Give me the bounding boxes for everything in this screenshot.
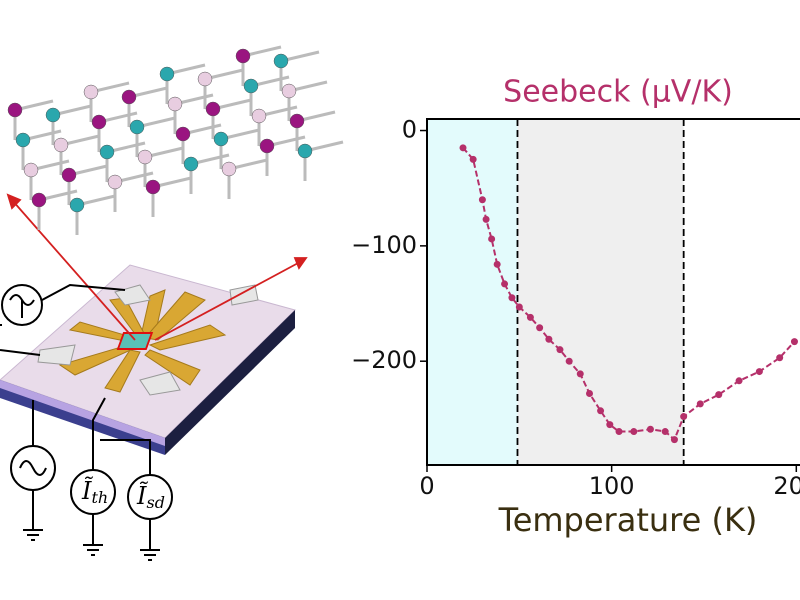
device-diagram: Ĩth Ĩsd: [0, 45, 344, 561]
atom: [159, 66, 175, 82]
label-main: Ĩ: [136, 481, 149, 510]
atom: [45, 107, 61, 123]
data-point: [680, 413, 688, 421]
crystal-lattice: [7, 45, 344, 235]
atom: [221, 161, 237, 177]
electrodes: [58, 289, 227, 393]
data-point: [545, 335, 553, 343]
data-point: [565, 357, 573, 365]
label-main: Ĩ: [81, 476, 94, 505]
data-point: [776, 354, 784, 362]
data-point: [755, 368, 763, 376]
data-point: [536, 324, 544, 332]
data-point: [735, 377, 743, 385]
data-point: [615, 428, 623, 436]
current-label: Ĩsd: [136, 481, 165, 512]
atom: [197, 71, 213, 87]
circuit: [0, 283, 173, 561]
data-point: [556, 346, 564, 354]
substrate-side: [165, 310, 295, 455]
y-tick-label: −100: [351, 231, 417, 259]
atom: [107, 174, 123, 190]
atom: [129, 119, 145, 135]
y-tick-label: −200: [351, 346, 417, 374]
atom: [61, 167, 77, 183]
atom: [69, 197, 85, 213]
sample: [116, 332, 154, 350]
zoom-arrows: [6, 193, 308, 341]
atom: [243, 78, 259, 94]
data-point: [501, 280, 509, 288]
atom: [281, 83, 297, 99]
data-point: [482, 215, 490, 223]
data-point: [478, 196, 486, 204]
data-point: [493, 260, 501, 268]
data-point: [597, 407, 605, 415]
atom: [31, 192, 47, 208]
data-point: [646, 425, 654, 433]
label-sub: th: [91, 488, 108, 507]
data-point: [488, 235, 496, 243]
atom: [7, 102, 23, 118]
chart-title: Seebeck (µV/K): [503, 75, 733, 110]
data-point: [630, 428, 638, 436]
atom: [91, 114, 107, 130]
data-point: [576, 370, 584, 378]
x-tick-label: 200: [773, 472, 800, 500]
atom: [297, 143, 313, 159]
data-point: [526, 313, 534, 321]
x-tick-label: 100: [589, 472, 635, 500]
atom: [15, 132, 31, 148]
atom: [53, 137, 69, 153]
atom: [259, 138, 275, 154]
atom: [183, 156, 199, 172]
data-point: [508, 294, 516, 302]
current-label: Ĩth: [81, 476, 108, 507]
atom: [145, 179, 161, 195]
label-sub: sd: [146, 493, 164, 512]
x-tick-label: 0: [419, 472, 434, 500]
data-point: [661, 428, 669, 436]
atom: [23, 162, 39, 178]
data-point: [515, 303, 523, 311]
data-point: [670, 436, 678, 444]
data-point: [606, 421, 614, 429]
atom: [99, 144, 115, 160]
substrate-layer: [0, 380, 165, 446]
data-point: [696, 400, 704, 408]
plot-frame: [426, 118, 800, 466]
chart: 0 −100 −200 0 100 200 Seebeck (µV/K) Temperatur…: [351, 75, 800, 539]
atom: [175, 126, 191, 142]
atom: [121, 89, 137, 105]
atom: [137, 149, 153, 165]
data-point: [715, 391, 723, 399]
data-line: [462, 147, 796, 442]
atom: [251, 108, 267, 124]
data-point: [469, 155, 477, 163]
atom: [205, 101, 221, 117]
data-point: [459, 144, 467, 152]
atom: [273, 53, 289, 69]
region: [427, 119, 518, 465]
data-point: [790, 338, 798, 346]
atom: [289, 113, 305, 129]
data-point: [585, 389, 593, 397]
atom: [167, 96, 183, 112]
x-axis-label: Temperature (K): [498, 501, 758, 539]
atom: [235, 48, 251, 64]
y-tick-label: 0: [402, 116, 417, 144]
atom: [83, 84, 99, 100]
atom: [213, 131, 229, 147]
